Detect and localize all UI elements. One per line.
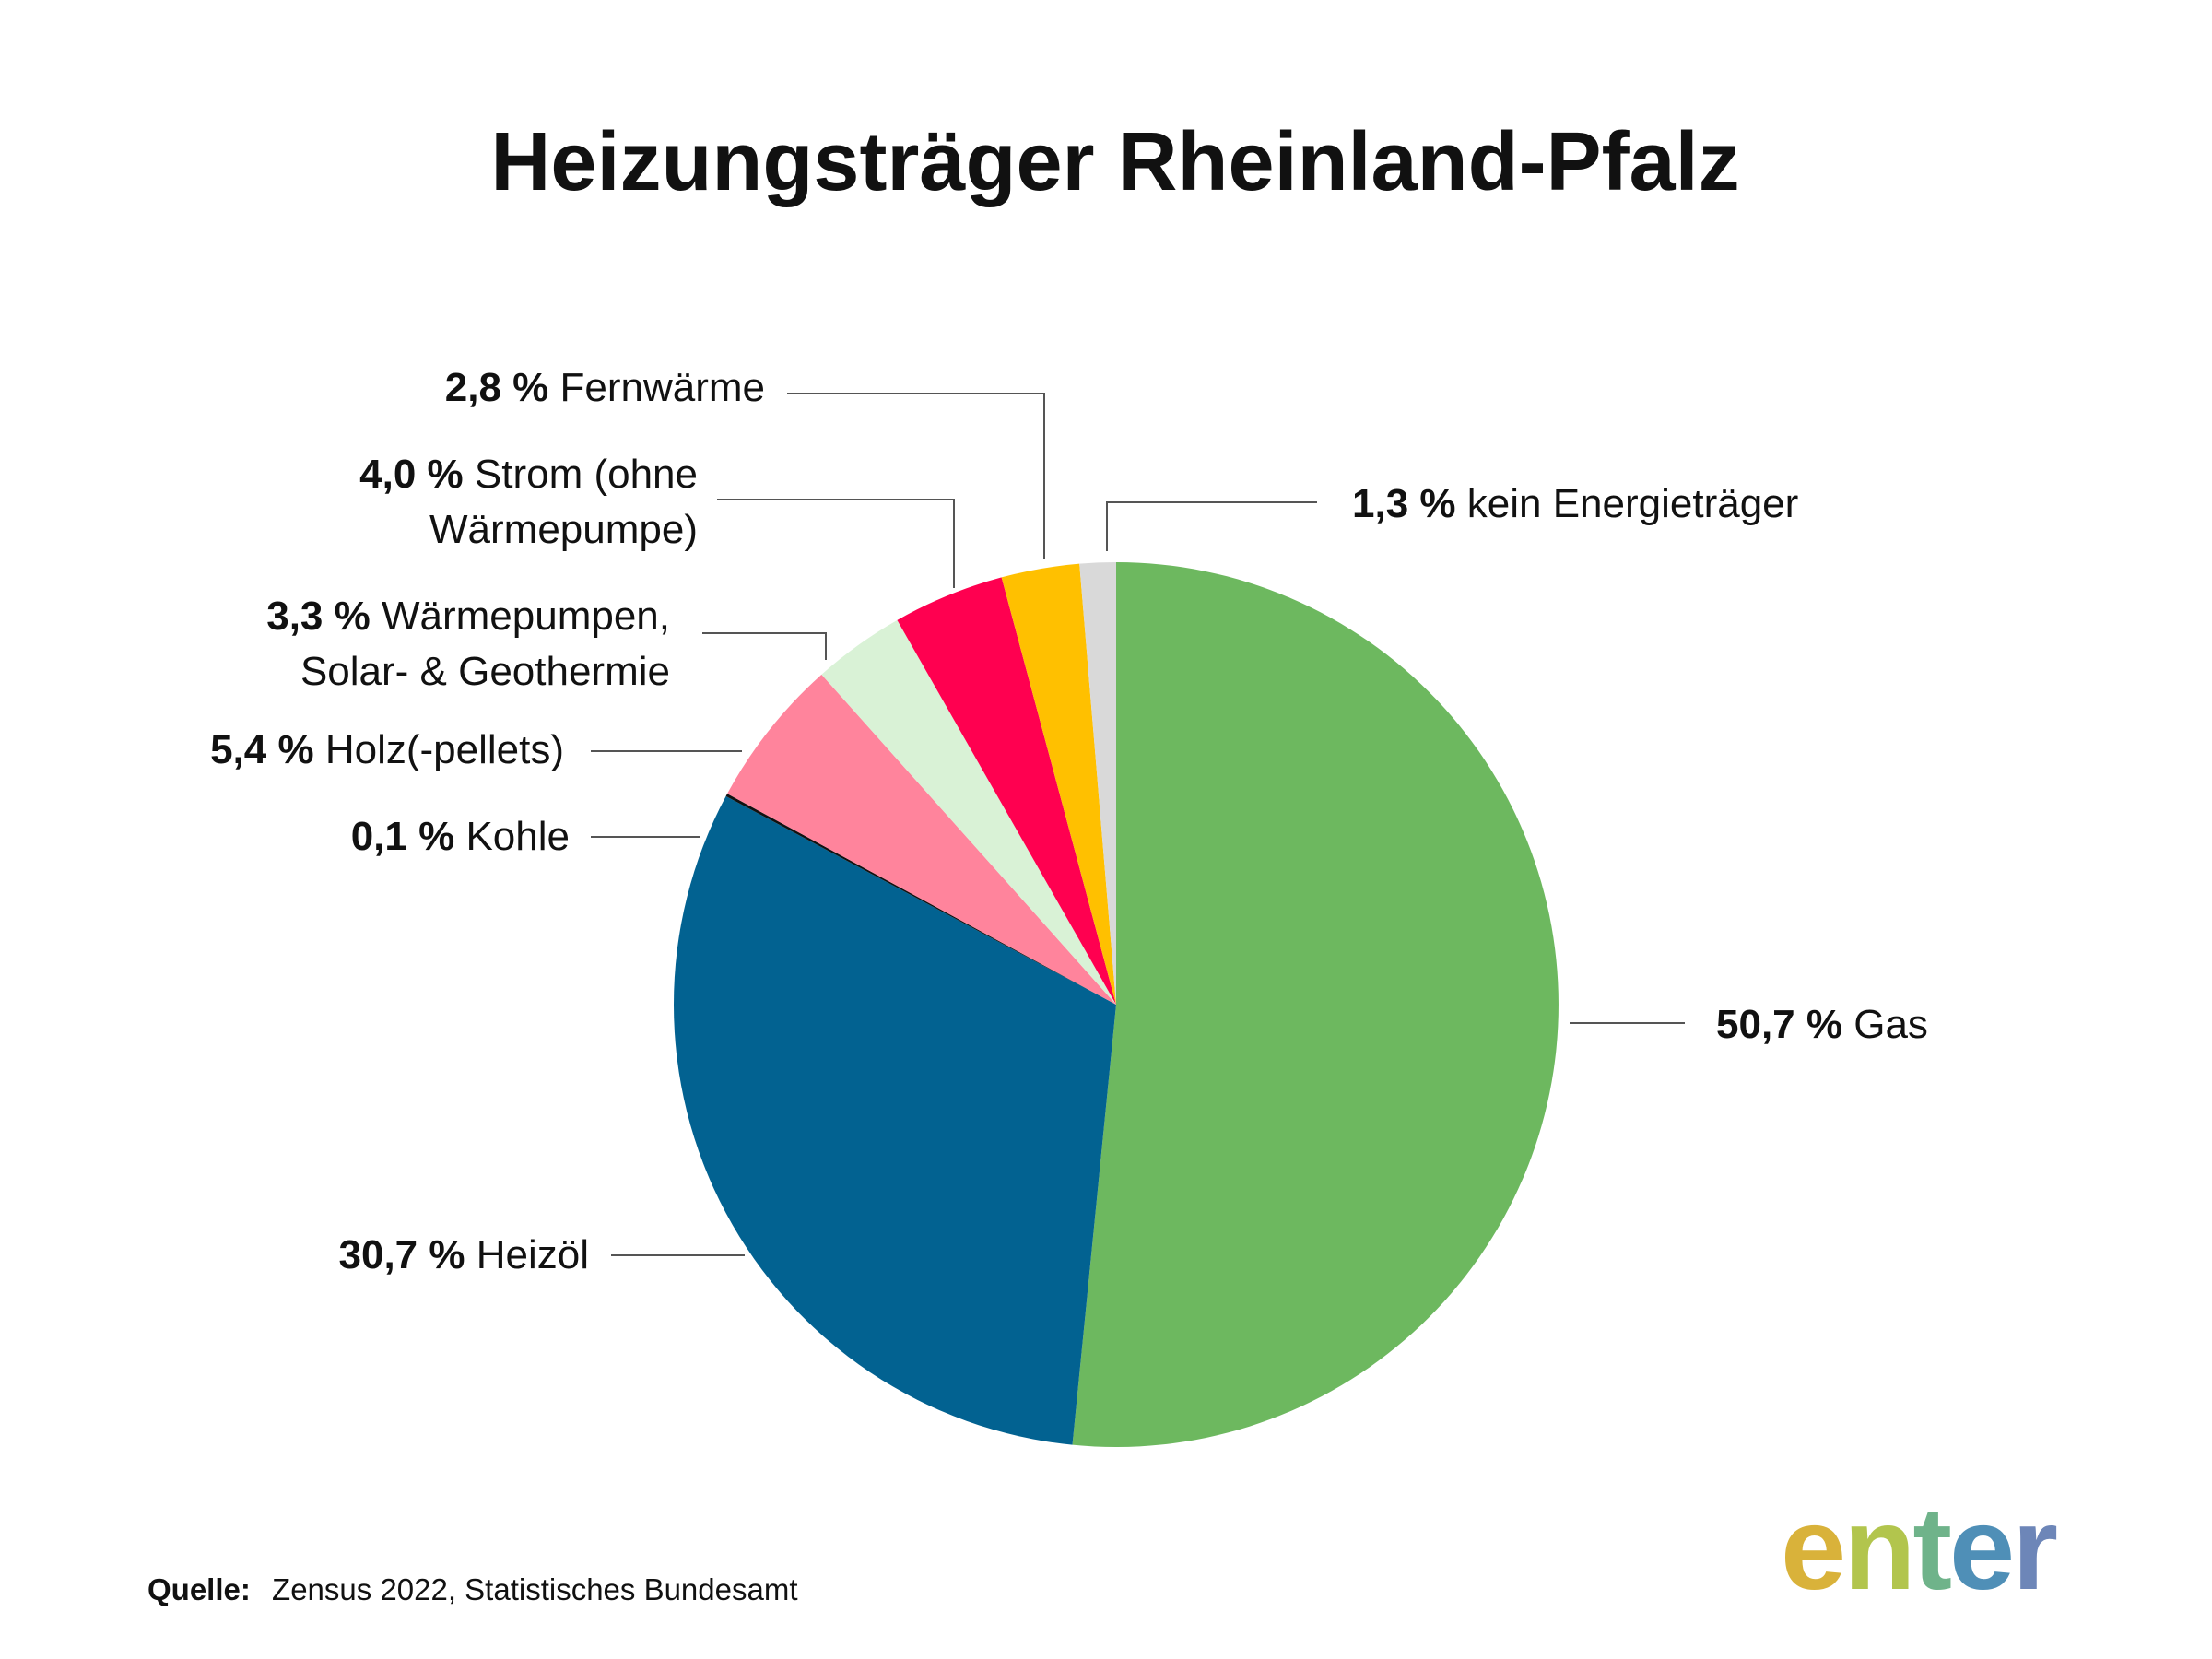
pie-slice-warmepumpen-solar-geothermie: [821, 619, 1116, 1005]
leader-line-strom-ohne-warmepumpe: [717, 499, 955, 588]
slice-label-fernwarme: 2,8 % Fernwärme: [445, 365, 765, 410]
logo-letter: n: [1843, 1483, 1912, 1615]
pie-slice-kohle: [725, 794, 1116, 1005]
slice-label-strom-ohne-warmepumpe: 4,0 % Strom (ohne Wärmepumpe): [359, 452, 698, 552]
slice-name-continued: Solar- & Geothermie: [300, 649, 670, 694]
leader-lines: [591, 393, 1685, 1256]
pie-slice-strom-ohne-warmepumpe: [897, 577, 1116, 1005]
pie-slices: [673, 562, 1559, 1447]
slice-label-heizol: 30,7 % Heizöl: [339, 1232, 590, 1277]
source-text: Zensus 2022, Statistisches Bundesamt: [272, 1572, 797, 1606]
slice-label-kein-energietrager: 1,3 % kein Energieträger: [1352, 481, 1798, 526]
slice-name-continued: Wärmepumpe): [429, 507, 698, 552]
slice-value: 4,0 %: [359, 452, 475, 497]
logo-letter: e: [1781, 1483, 1843, 1615]
slice-label-gas: 50,7 % Gas: [1716, 1002, 1928, 1047]
slice-name: Kohle: [465, 814, 570, 859]
slice-label-holz-pellets: 5,4 % Holz(-pellets): [210, 727, 564, 772]
slice-value: 0,1 %: [351, 814, 466, 859]
slice-value: 3,3 %: [266, 594, 382, 639]
slice-name: Fernwärme: [560, 365, 766, 410]
slice-name: kein Energieträger: [1467, 481, 1799, 526]
leader-line-warmepumpen-solar-geothermie: [702, 632, 827, 660]
pie-slice-holz-pellets: [727, 674, 1116, 1005]
slice-value: 5,4 %: [210, 727, 325, 772]
slice-label-kohle: 0,1 % Kohle: [351, 814, 570, 859]
pie-slice-kein-energietrager: [1079, 562, 1116, 1005]
leader-line-kein-energietrager: [1106, 501, 1317, 551]
slice-labels: 50,7 % Gas 30,7 % Heizöl 0,1 % Kohle 5,4 % …: [210, 365, 1928, 1277]
logo-letter: t: [1912, 1483, 1951, 1615]
slice-value: 1,3 %: [1352, 481, 1467, 526]
source-note: Quelle: Zensus 2022, Statistisches Bunde…: [147, 1572, 798, 1606]
slice-name: Holz(-pellets): [325, 727, 564, 772]
pie-slice-fernwarme: [1001, 563, 1116, 1005]
logo-letter: e: [1949, 1483, 2012, 1615]
enter-logo: enter: [1781, 1483, 2056, 1615]
pie-slice-gas: [1072, 562, 1559, 1447]
pie-slice-heizol: [673, 795, 1116, 1445]
leader-line-fernwarme: [787, 393, 1045, 559]
slice-name: Heizöl: [477, 1232, 589, 1277]
slice-name: Wärmepumpen,: [382, 594, 670, 639]
logo-letter: r: [2012, 1483, 2056, 1615]
slice-value: 50,7 %: [1716, 1002, 1853, 1047]
slice-name: Gas: [1853, 1002, 1928, 1047]
source-label: Quelle:: [147, 1572, 251, 1606]
slice-name: Strom (ohne: [475, 452, 698, 497]
slice-value: 2,8 %: [445, 365, 560, 410]
chart-title: Heizungsträger Rheinland-Pfalz: [490, 116, 1739, 208]
slice-label-warmepumpen-solar-geothermie: 3,3 % Wärmepumpen, Solar- & Geothermie: [266, 594, 670, 694]
slice-value: 30,7 %: [339, 1232, 477, 1277]
